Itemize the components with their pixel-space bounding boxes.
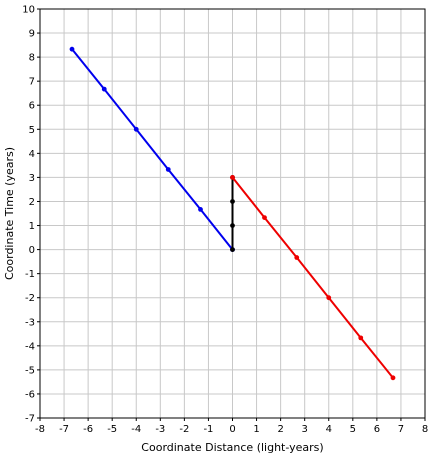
x-tick-label: 8 (422, 424, 428, 435)
y-axis-title: Coordinate Time (years) (3, 147, 16, 280)
x-axis-title: Coordinate Distance (light-years) (141, 441, 323, 454)
data-point-s2-5 (390, 375, 396, 381)
y-tick-label: -3 (25, 317, 35, 328)
x-tick-label: -2 (179, 424, 189, 435)
series-layer (69, 46, 396, 381)
x-tick-label: -3 (155, 424, 165, 435)
y-tick-label: 3 (29, 173, 35, 184)
y-tick-label: -1 (25, 269, 35, 280)
axis-ticks: -8 -7 -6 -5 -4 -3 -2 -1 0 1 2 3 4 5 6 7 8-7-6-5-4-3-2-10… (22, 5, 428, 436)
y-tick-label: -4 (25, 341, 35, 352)
y-tick-label: -7 (25, 414, 35, 425)
data-point-s0-2 (165, 167, 171, 172)
x-tick-label: 3 (302, 424, 308, 435)
data-point-s0-1 (198, 207, 203, 212)
series-line-0 (71, 48, 234, 251)
series-line-2 (231, 176, 394, 379)
y-tick-label: -2 (25, 293, 35, 304)
x-tick-label: 5 (350, 424, 356, 435)
data-point-s1-1 (230, 223, 235, 228)
x-tick-label: 6 (374, 424, 380, 435)
x-tick-label: -7 (59, 424, 69, 435)
data-point-s2-3 (326, 295, 332, 301)
y-tick-label: 6 (29, 101, 35, 112)
data-point-s2-1 (262, 215, 267, 220)
data-point-s0-5 (69, 46, 75, 52)
x-tick-label: -1 (203, 424, 213, 435)
x-tick-label: -6 (83, 424, 93, 435)
data-point-s2-2 (294, 255, 300, 260)
x-tick-label: -4 (131, 424, 141, 435)
y-tick-label: 5 (29, 125, 35, 136)
y-tick-label: -5 (25, 365, 35, 376)
data-point-s2-4 (358, 335, 364, 341)
y-tick-label: 2 (29, 197, 35, 208)
y-tick-label: 10 (22, 5, 35, 16)
y-tick-label: 7 (29, 77, 35, 88)
data-point-s1-0 (230, 247, 235, 252)
x-tick-label: -5 (107, 424, 117, 435)
data-point-s2-0 (230, 175, 235, 180)
y-tick-label: 8 (29, 53, 35, 64)
y-tick-label: -6 (25, 389, 35, 400)
y-tick-label: 9 (29, 29, 35, 40)
y-tick-label: 4 (29, 149, 35, 160)
data-point-s0-4 (101, 86, 107, 92)
x-tick-label: 7 (398, 424, 404, 435)
y-tick-label: 0 (29, 245, 35, 256)
x-tick-label: -8 (35, 424, 45, 435)
x-tick-label: 0 (229, 424, 235, 435)
x-tick-label: 4 (326, 424, 332, 435)
x-tick-label: 1 (253, 424, 259, 435)
x-tick-label: 2 (277, 424, 283, 435)
data-point-s1-2 (230, 199, 235, 204)
data-point-s0-3 (133, 126, 139, 132)
y-tick-label: 1 (29, 221, 35, 232)
